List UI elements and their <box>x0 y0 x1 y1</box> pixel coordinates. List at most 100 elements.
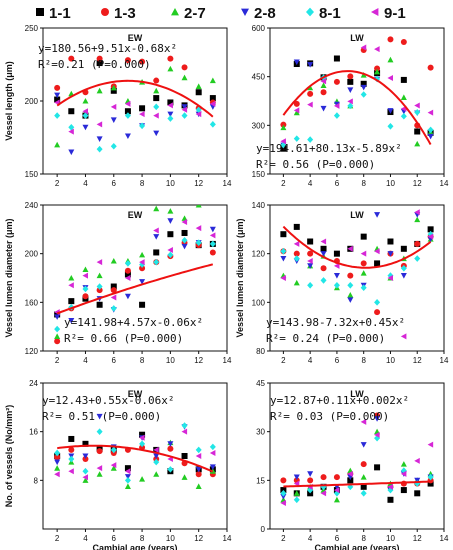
panel-title: LW <box>350 389 364 399</box>
point-1-3 <box>307 477 314 484</box>
point-8-1 <box>110 142 117 150</box>
point-2-8 <box>400 273 407 279</box>
plot-frame <box>269 382 445 530</box>
r-squared: R²= 0.51 (P=0.000) <box>42 410 161 423</box>
point-9-1 <box>374 248 380 255</box>
point-9-1 <box>347 470 353 477</box>
fit-curve <box>282 70 432 145</box>
point-2-7 <box>167 65 174 72</box>
point-2-8 <box>181 243 188 250</box>
point-9-1 <box>167 102 173 109</box>
point-2-8 <box>82 453 89 459</box>
point-9-1 <box>82 474 89 481</box>
point-2-7 <box>110 465 117 471</box>
x-tick-label: 8 <box>361 356 366 365</box>
point-1-3 <box>293 100 300 107</box>
point-2-8 <box>307 471 314 477</box>
x-axis-label: Cambial age (years) <box>92 543 177 550</box>
point-9-1 <box>124 468 131 475</box>
point-8-1 <box>307 136 314 143</box>
point-2-8 <box>307 263 314 269</box>
point-1-3 <box>400 38 407 45</box>
x-tick-label: 2 <box>55 179 60 188</box>
legend-marker-8-1 <box>306 7 314 17</box>
point-9-1 <box>195 453 202 459</box>
legend: 1-1 1-3 2-7 2-8 8-1 9-1 <box>36 5 406 22</box>
legend-label-1-3: 1-3 <box>114 5 136 22</box>
point-2-8 <box>96 136 103 142</box>
y-tick-label: 0 <box>261 525 266 534</box>
point-2-7 <box>374 68 381 75</box>
point-8-1 <box>347 102 354 110</box>
point-1-3 <box>280 477 287 484</box>
point-8-1 <box>139 122 146 130</box>
y-axis-label: No. of vessels (No/mm²) <box>4 405 14 508</box>
point-8-1 <box>110 446 117 454</box>
point-9-1 <box>427 441 434 448</box>
point-8-1 <box>307 282 314 289</box>
point-9-1 <box>427 109 434 116</box>
y-axis-label: Vessel length (μm) <box>4 61 14 141</box>
fit-curve <box>282 225 432 269</box>
x-tick-label: 4 <box>83 179 88 188</box>
point-1-1 <box>400 76 407 83</box>
point-8-1 <box>280 490 287 497</box>
point-8-1 <box>414 480 421 487</box>
point-1-3 <box>96 448 103 455</box>
point-2-7 <box>195 205 202 208</box>
point-9-1 <box>320 490 327 497</box>
x-tick-label: 6 <box>335 179 340 188</box>
point-1-3 <box>333 474 340 481</box>
point-1-1 <box>347 477 354 484</box>
point-2-7 <box>54 465 61 471</box>
point-9-1 <box>333 487 340 494</box>
point-2-7 <box>280 124 287 131</box>
point-1-1 <box>68 108 75 115</box>
point-8-1 <box>181 112 188 119</box>
legend-label-2-7: 2-7 <box>184 5 206 22</box>
point-9-1 <box>68 468 74 475</box>
point-2-8 <box>167 218 174 224</box>
point-2-8 <box>195 466 202 473</box>
point-9-1 <box>360 250 367 257</box>
x-tick-label: 4 <box>308 534 313 543</box>
point-2-7 <box>387 56 394 63</box>
y-tick-label: 30 <box>256 428 265 437</box>
y-tick-label: 150 <box>25 170 39 179</box>
x-axis-label: Cambial age (years) <box>314 543 399 550</box>
point-1-1 <box>68 435 75 442</box>
point-1-1 <box>333 55 340 62</box>
point-1-3 <box>360 260 367 267</box>
point-8-1 <box>427 230 434 238</box>
point-2-8 <box>209 464 216 470</box>
point-8-1 <box>54 449 61 457</box>
point-9-1 <box>360 44 367 51</box>
point-2-8 <box>280 255 287 262</box>
point-1-3 <box>320 474 327 481</box>
point-9-1 <box>139 434 145 441</box>
point-1-3 <box>387 36 394 43</box>
point-1-1 <box>387 496 394 503</box>
x-tick-label: 10 <box>166 179 175 188</box>
point-2-8 <box>374 212 381 218</box>
point-8-1 <box>293 135 300 142</box>
x-tick-label: 10 <box>386 179 395 188</box>
legend-label-2-8: 2-8 <box>254 5 276 22</box>
point-2-7 <box>181 74 188 81</box>
point-1-3 <box>320 265 327 272</box>
point-2-7 <box>414 140 421 147</box>
point-2-7 <box>82 266 89 273</box>
point-1-3 <box>181 64 188 71</box>
point-8-1 <box>360 91 367 98</box>
point-2-7 <box>124 483 131 489</box>
x-tick-label: 12 <box>194 356 203 365</box>
point-8-1 <box>374 299 381 306</box>
point-2-8 <box>167 111 174 118</box>
fit-curve <box>56 79 214 118</box>
point-1-1 <box>167 99 174 106</box>
y-tick-label: 240 <box>25 201 39 210</box>
point-9-1 <box>333 102 340 109</box>
legend-marker-9-1 <box>371 8 379 16</box>
